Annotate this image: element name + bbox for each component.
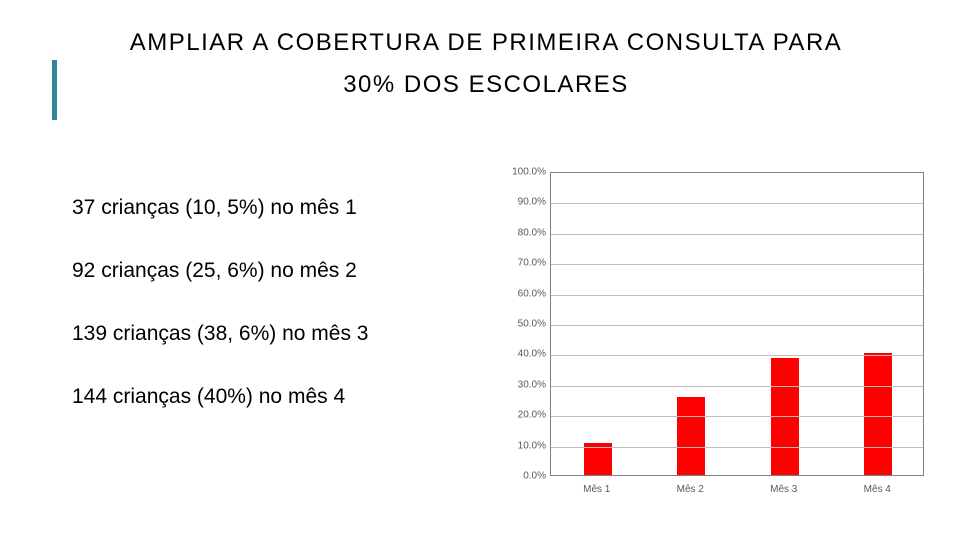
chart-x-tick-label: Mês 2 xyxy=(677,484,704,495)
bullet-item: 37 crianças (10, 5%) no mês 1 xyxy=(72,196,492,219)
title-text: AMPLIAR A COBERTURA DE PRIMEIRA CONSULTA… xyxy=(52,22,920,106)
chart-x-tick-label: Mês 4 xyxy=(864,484,891,495)
chart-x-tick-label: Mês 1 xyxy=(583,484,610,495)
chart-y-tick-label: 60.0% xyxy=(496,288,546,299)
chart-x-labels: Mês 1 Mês 2 Mês 3 Mês 4 xyxy=(550,482,924,500)
chart-gridline xyxy=(551,203,923,204)
chart-y-tick-label: 100.0% xyxy=(496,167,546,178)
chart-gridline xyxy=(551,325,923,326)
chart-gridline xyxy=(551,355,923,356)
chart-gridline xyxy=(551,264,923,265)
title-line-2: 30% DOS ESCOLARES xyxy=(343,71,629,98)
chart-plot-area xyxy=(550,172,924,476)
chart-bar xyxy=(677,397,705,475)
chart-bar xyxy=(864,353,892,475)
chart-y-tick-label: 50.0% xyxy=(496,319,546,330)
chart-gridline xyxy=(551,416,923,417)
chart-y-tick-label: 90.0% xyxy=(496,197,546,208)
chart-y-tick-label: 20.0% xyxy=(496,410,546,421)
chart-y-tick-label: 70.0% xyxy=(496,258,546,269)
chart-gridline xyxy=(551,386,923,387)
chart-bars-layer xyxy=(551,173,923,475)
chart-x-tick-label: Mês 3 xyxy=(770,484,797,495)
slide: AMPLIAR A COBERTURA DE PRIMEIRA CONSULTA… xyxy=(0,0,960,540)
title-block: AMPLIAR A COBERTURA DE PRIMEIRA CONSULTA… xyxy=(52,22,920,106)
chart-y-tick-label: 80.0% xyxy=(496,227,546,238)
chart-y-tick-label: 0.0% xyxy=(496,471,546,482)
chart-gridline xyxy=(551,447,923,448)
chart-y-tick-label: 40.0% xyxy=(496,349,546,360)
bullet-item: 92 crianças (25, 6%) no mês 2 xyxy=(72,259,492,282)
chart-gridline xyxy=(551,295,923,296)
bullet-list: 37 crianças (10, 5%) no mês 1 92 criança… xyxy=(72,196,492,448)
chart-y-tick-label: 10.0% xyxy=(496,440,546,451)
chart-gridline xyxy=(551,234,923,235)
bullet-item: 139 crianças (38, 6%) no mês 3 xyxy=(72,322,492,345)
title-line-1: AMPLIAR A COBERTURA DE PRIMEIRA CONSULTA… xyxy=(130,29,843,56)
bullet-item: 144 crianças (40%) no mês 4 xyxy=(72,385,492,408)
chart-bar xyxy=(584,443,612,475)
bar-chart: Mês 1Mês 2Mês 3Mês 4 0.0%10.0%20.0%30.0%… xyxy=(500,166,930,506)
chart-y-tick-label: 30.0% xyxy=(496,379,546,390)
